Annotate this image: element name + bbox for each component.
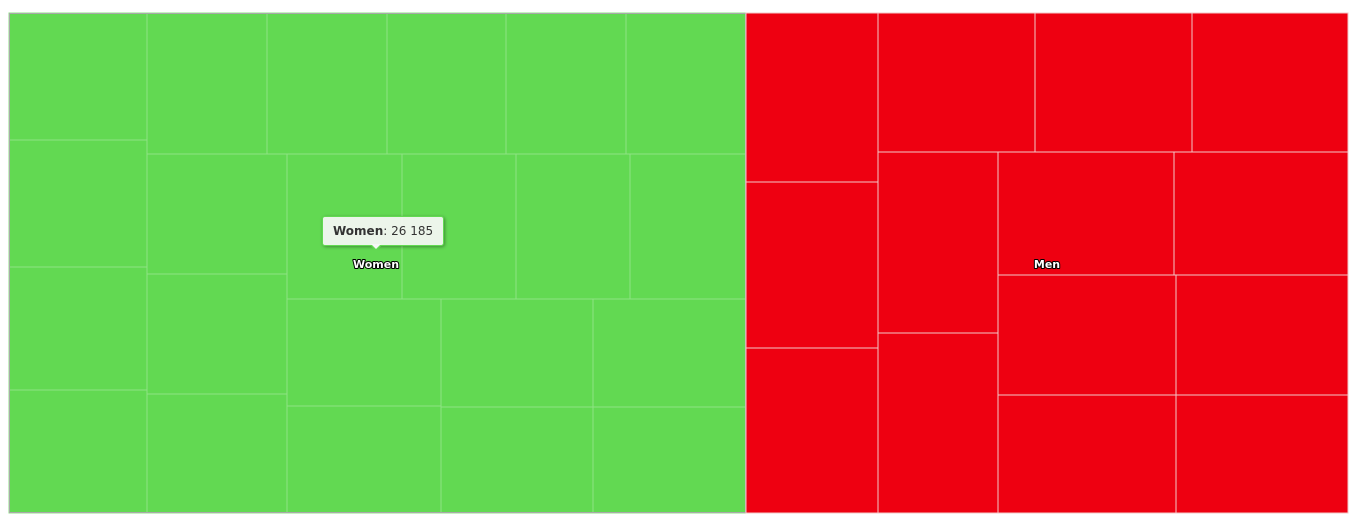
women-cell-21[interactable]: [440, 406, 594, 514]
women-cell-10[interactable]: [146, 153, 288, 275]
men-cell-1[interactable]: [745, 12, 879, 183]
women-cell-22[interactable]: [592, 406, 747, 514]
tooltip-series-name: Women: [333, 224, 384, 238]
women-cell-7[interactable]: [386, 12, 507, 155]
women-cell-20[interactable]: [286, 405, 442, 514]
men-cell-2[interactable]: [745, 181, 879, 349]
women-cell-4[interactable]: [8, 389, 148, 514]
women-cell-19[interactable]: [592, 298, 747, 408]
tooltip-value: 26 185: [391, 224, 434, 238]
group-men[interactable]: Men: [745, 12, 1349, 514]
men-cell-10[interactable]: [1173, 151, 1349, 276]
men-cell-13[interactable]: [997, 394, 1177, 514]
group-label-men: Men: [1034, 258, 1060, 271]
men-cell-14[interactable]: [1175, 394, 1349, 514]
women-cell-16[interactable]: [629, 153, 747, 300]
women-cell-15[interactable]: [515, 153, 631, 300]
men-cell-9[interactable]: [997, 151, 1175, 276]
men-cell-11[interactable]: [997, 274, 1177, 396]
women-cell-11[interactable]: [146, 273, 288, 395]
men-cell-7[interactable]: [877, 151, 999, 334]
tooltip-separator: :: [383, 224, 392, 238]
group-label-women: Women: [353, 258, 399, 271]
tooltip: Women: 26 185: [322, 216, 445, 246]
women-cell-3[interactable]: [8, 266, 148, 391]
women-cell-2[interactable]: [8, 139, 148, 268]
men-cell-5[interactable]: [1034, 12, 1193, 153]
women-cell-9[interactable]: [625, 12, 747, 155]
men-cell-8[interactable]: [877, 332, 999, 514]
women-cell-17[interactable]: [286, 298, 442, 407]
men-cell-3[interactable]: [745, 347, 879, 514]
men-cell-12[interactable]: [1175, 274, 1349, 396]
women-cell-18[interactable]: [440, 298, 594, 408]
women-cell-6[interactable]: [266, 12, 388, 155]
group-women[interactable]: Women: [8, 12, 747, 514]
women-cell-1[interactable]: [8, 12, 148, 141]
tooltip-arrow-inner: [371, 244, 381, 249]
women-cell-12[interactable]: [146, 393, 288, 514]
men-cell-4[interactable]: [877, 12, 1036, 153]
women-cell-8[interactable]: [505, 12, 627, 155]
women-cell-5[interactable]: [146, 12, 268, 155]
men-cell-6[interactable]: [1191, 12, 1349, 153]
